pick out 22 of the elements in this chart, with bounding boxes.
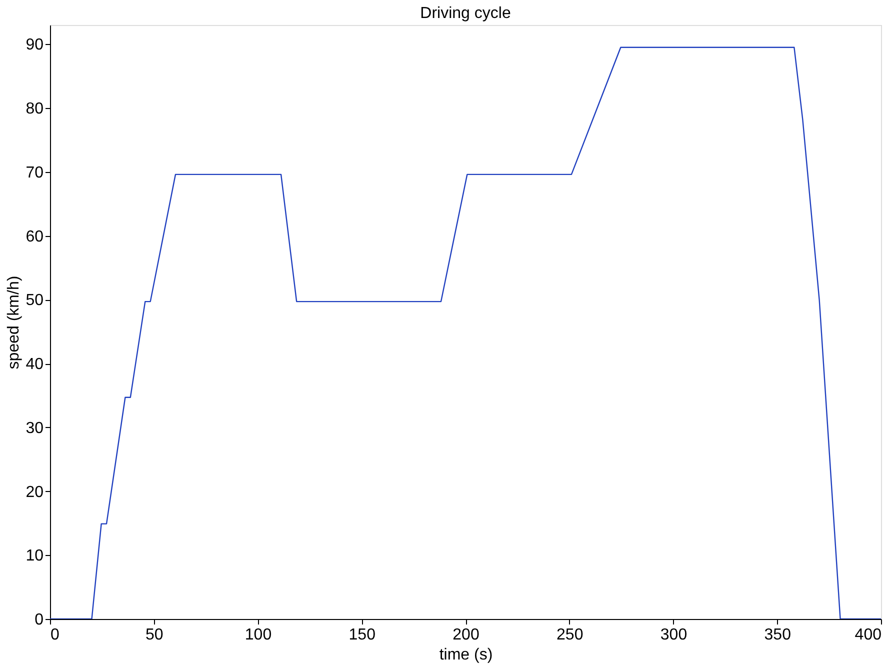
- y-tick-label: 20: [26, 484, 44, 501]
- x-tick-label: 150: [348, 626, 376, 644]
- y-axis-title: speed (km/h): [6, 276, 23, 370]
- y-tick-label: 70: [26, 164, 44, 182]
- y-tick-label: 50: [26, 292, 44, 310]
- y-tick-label: 30: [26, 420, 44, 437]
- x-tick-label: 350: [764, 626, 792, 644]
- y-tick-label: 0: [34, 612, 44, 628]
- x-tick-label: 250: [556, 626, 584, 644]
- y-tick-label: 10: [26, 548, 44, 565]
- x-axis-title: time (s): [439, 646, 493, 664]
- x-tick-label: 400: [854, 626, 882, 644]
- x-tick-label: 200: [452, 626, 480, 644]
- x-tick-label: 100: [244, 626, 272, 644]
- y-tick-label: 80: [26, 100, 44, 118]
- chart-title: Driving cycle: [420, 5, 511, 22]
- x-tick-label: 50: [145, 626, 164, 644]
- y-tick-label: 90: [26, 36, 44, 54]
- x-tick-label: 300: [660, 626, 688, 644]
- y-tick-label: 60: [26, 228, 44, 246]
- x-tick-label: 0: [50, 626, 60, 644]
- y-tick-label: 40: [26, 356, 44, 374]
